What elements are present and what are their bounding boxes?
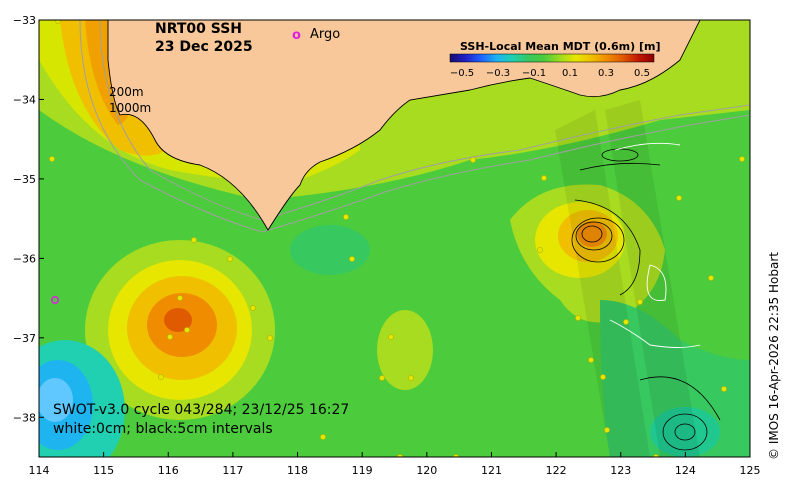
isobath-label-1000m: 1000m xyxy=(109,101,151,115)
title-line1: NRT00 SSH xyxy=(155,21,242,37)
contours-white xyxy=(609,142,701,348)
lon-tick-label: 124 xyxy=(675,464,696,477)
lon-tick-label: 119 xyxy=(352,464,373,477)
lon-tick-label: 120 xyxy=(416,464,437,477)
colorbar-tick-label: −0.3 xyxy=(486,68,510,79)
colorbar xyxy=(449,53,655,63)
title-line2: 23 Dec 2025 xyxy=(155,39,253,55)
lon-tick-label: 121 xyxy=(481,464,502,477)
colorbar-tick-label: −0.5 xyxy=(450,68,474,79)
lon-tick-label: 123 xyxy=(610,464,631,477)
axis-ticks: 114 115 116 117 118 119 120 121 122 123 124 125 −33 −… xyxy=(13,14,761,477)
caption-line1: SWOT-v3.0 cycle 043/284; 23/12/25 16:27 xyxy=(53,402,349,418)
lat-tick-label: −33 xyxy=(13,14,36,27)
lat-tick-label: −34 xyxy=(13,93,36,106)
argo-float-highlight xyxy=(50,295,59,304)
ssh-anomaly-southeast-cold xyxy=(650,407,720,457)
ssh-anomaly-central-blob-2 xyxy=(290,225,370,275)
swot-swath-right xyxy=(605,100,700,457)
lon-tick-label: 118 xyxy=(287,464,308,477)
lon-tick-label: 115 xyxy=(93,464,114,477)
swot-swath-left xyxy=(555,110,650,457)
colorbar-tick-label: 0.3 xyxy=(598,68,614,79)
colorbar-tick-label: 0.5 xyxy=(634,68,650,79)
lon-tick-label: 125 xyxy=(740,464,761,477)
lat-tick-label: −36 xyxy=(13,252,36,265)
caption-line2: white:0cm; black:5cm intervals xyxy=(53,421,273,437)
plot-frame xyxy=(38,19,751,458)
colorbar-tick-label: 0.1 xyxy=(562,68,578,79)
imos-credit: © IMOS 16-Apr-2026 22:35 Hobart xyxy=(767,252,781,460)
ssh-anomaly-central-blob xyxy=(377,310,433,390)
colorbar-tick-label: −0.1 xyxy=(522,68,546,79)
colorbar-label: SSH-Local Mean MDT (0.6m) [m] xyxy=(460,40,660,53)
argo-legend-label: Argo xyxy=(310,27,340,42)
lat-tick-label: −37 xyxy=(13,332,36,345)
argo-legend-marker: o xyxy=(292,28,301,43)
isobaths xyxy=(79,20,750,233)
lon-tick-label: 122 xyxy=(546,464,567,477)
plot-area: NRT00 SSH 23 Dec 2025 o Argo 200m 1000m … xyxy=(39,20,750,457)
ssh-anomaly-eddy-sw-core xyxy=(39,378,73,422)
ssh-anomaly-eddy-east-core xyxy=(577,221,607,247)
isobath-label-200m: 200m xyxy=(109,85,144,99)
lat-tick-label: −38 xyxy=(13,411,36,424)
lat-tick-label: −35 xyxy=(13,173,36,186)
contours-black xyxy=(571,148,721,451)
ssh-anomaly-eddy-west-peak xyxy=(164,308,192,332)
lon-tick-label: 117 xyxy=(222,464,243,477)
lon-tick-label: 114 xyxy=(29,464,50,477)
land-australia xyxy=(107,20,701,231)
colorbar-ticks: −0.5 −0.3 −0.1 0.1 0.3 0.5 xyxy=(450,68,650,79)
lon-tick-label: 116 xyxy=(158,464,179,477)
